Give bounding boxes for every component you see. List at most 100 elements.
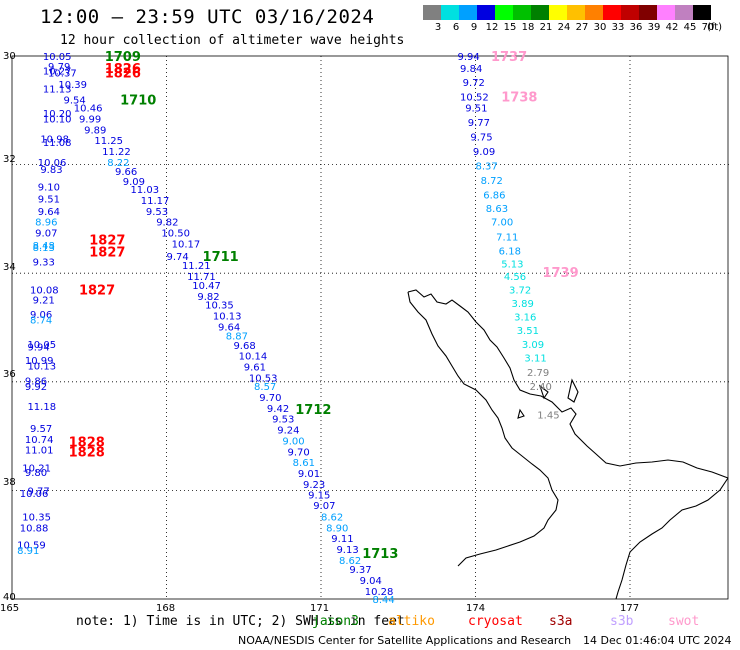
- wave-height-value: 9.74: [167, 252, 189, 263]
- wave-height-value: 10.08: [30, 285, 59, 296]
- wave-height-value: 9.80: [25, 468, 47, 479]
- wave-height-value: 9.72: [463, 78, 485, 89]
- wave-height-value: 11.13: [43, 85, 72, 96]
- wave-height-value: 11.21: [182, 261, 211, 272]
- wave-height-value: 9.64: [218, 322, 240, 333]
- wave-height-value: 10.20: [43, 109, 72, 120]
- colorbar-swatch: [567, 5, 585, 20]
- wave-height-value: 9.77: [468, 118, 490, 129]
- wave-height-value: 9.82: [197, 292, 219, 303]
- wave-height-value: 8.44: [373, 595, 395, 606]
- y-tick-38: 38: [3, 477, 16, 488]
- colorbar-label: 15: [503, 22, 517, 33]
- wave-height-value: 8.72: [481, 176, 503, 187]
- footer-timestamp: 14 Dec 01:46:04 UTC 2024: [583, 634, 732, 647]
- wave-height-value: 9.06: [30, 310, 52, 321]
- wave-height-value: 9.04: [360, 576, 382, 587]
- wave-height-value: 9.21: [33, 295, 55, 306]
- x-tick-174: 174: [466, 603, 486, 614]
- wave-height-value: 8.62: [339, 556, 361, 567]
- wave-height-value: 10.47: [192, 281, 221, 292]
- wave-height-value: 10.39: [58, 80, 87, 91]
- footnote: note: 1) Time is in UTC; 2) SWH is in fe…: [76, 614, 405, 629]
- pass-time-label: 1712: [295, 403, 331, 418]
- wave-height-value: 9.61: [244, 363, 266, 374]
- pass-time-label: 1827: [89, 234, 125, 249]
- wave-height-value: 8.87: [226, 332, 248, 343]
- wave-height-value: 6.18: [499, 246, 521, 257]
- wave-height-value: 3.72: [509, 285, 531, 296]
- wave-height-value: 8.62: [321, 512, 343, 523]
- pass-time-label: 1827: [89, 245, 125, 260]
- wave-height-value: 9.15: [308, 491, 330, 502]
- wave-height-value: 8.91: [17, 546, 39, 557]
- pass-time-label: 1737: [491, 50, 527, 65]
- wave-height-observations: 10.059.7910.2710.3710.3911.139.5410.4610…: [17, 52, 559, 606]
- colorbar-swatch: [549, 5, 567, 20]
- wave-height-value: 9.11: [331, 534, 353, 545]
- wave-height-value: 3.11: [524, 353, 546, 364]
- colorbar-label: 6: [452, 22, 460, 33]
- wave-height-value: 9.37: [349, 565, 371, 576]
- wave-height-value: 10.17: [172, 239, 201, 250]
- colorbar-label: 33: [611, 22, 625, 33]
- wave-height-value: 9.75: [470, 132, 492, 143]
- wave-height-value: 9.07: [35, 228, 57, 239]
- colorbar-label: 3: [434, 22, 442, 33]
- wave-height-value: 3.16: [514, 313, 536, 324]
- wave-height-value: 8.63: [486, 204, 508, 215]
- wave-height-value: 9.94: [457, 52, 479, 63]
- wave-height-value: 5.13: [501, 259, 523, 270]
- wave-height-value: 10.98: [40, 135, 69, 146]
- wave-height-value: 9.42: [267, 404, 289, 415]
- colorbar-swatch: [531, 5, 549, 20]
- wave-height-value: 10.35: [205, 301, 234, 312]
- x-tick-165: 165: [0, 603, 20, 614]
- colorbar-label: 39: [647, 22, 661, 33]
- wave-height-value: 10.52: [460, 93, 489, 104]
- pass-time-label: 1828: [69, 445, 105, 460]
- pass-time-label: 1711: [203, 250, 239, 265]
- wave-height-value: 10.05: [43, 52, 72, 63]
- colorbar-swatch: [459, 5, 477, 20]
- wave-height-value: 2.79: [527, 368, 549, 379]
- colorbar-swatch: [621, 5, 639, 20]
- colorbar-label: 30: [593, 22, 607, 33]
- colorbar-swatch: [441, 5, 459, 20]
- wave-height-value: 11.03: [130, 185, 159, 196]
- wave-height-value: 10.37: [48, 68, 77, 79]
- colorbar-label: 9: [470, 22, 478, 33]
- colorbar-swatch: [585, 5, 603, 20]
- x-tick-168: 168: [156, 603, 176, 614]
- wave-height-value: 10.05: [27, 340, 56, 351]
- wave-height-value: 10.50: [161, 228, 190, 239]
- wave-height-value: 9.70: [259, 393, 281, 404]
- wave-height-value: 10.99: [25, 356, 54, 367]
- footer-credit: NOAA/NESDIS Center for Satellite Applica…: [238, 634, 572, 647]
- colorbar-label: 27: [575, 22, 589, 33]
- wave-height-value: 10.13: [213, 312, 242, 323]
- wave-height-value: 8.61: [293, 458, 315, 469]
- wave-height-value: 10.06: [20, 489, 49, 500]
- colorbar-label: 24: [557, 22, 571, 33]
- colorbar-swatch: [693, 5, 711, 20]
- colorbar-label: 21: [539, 22, 553, 33]
- wave-height-value: 10.59: [17, 541, 46, 552]
- x-tick-171: 171: [310, 603, 330, 614]
- wave-height-value: 9.99: [79, 114, 101, 125]
- wave-height-value: 9.84: [460, 64, 482, 75]
- colorbar-label: 45: [683, 22, 697, 33]
- colorbar-label: 18: [521, 22, 535, 33]
- pass-time-label: 1827: [79, 283, 115, 298]
- legend-altiko: altiko: [388, 614, 435, 629]
- wave-height-value: 8.48: [33, 241, 55, 252]
- wave-height-value: 10.88: [20, 523, 49, 534]
- gridlines: [12, 56, 730, 599]
- wave-height-value: 11.01: [25, 446, 54, 457]
- colorbar-swatch: [495, 5, 513, 20]
- wave-height-value: 9.00: [282, 436, 304, 447]
- wave-height-value: 10.14: [239, 352, 268, 363]
- wave-height-value: 3.51: [517, 326, 539, 337]
- wave-height-value: 9.01: [298, 469, 320, 480]
